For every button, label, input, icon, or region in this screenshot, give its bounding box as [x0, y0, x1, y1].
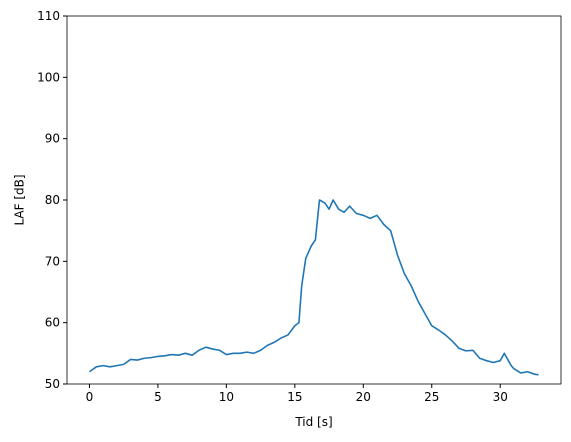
x-tick-label: 15	[287, 390, 302, 404]
x-tick-label: 30	[493, 390, 508, 404]
y-tick-label: 100	[37, 70, 60, 84]
y-tick-label: 50	[45, 377, 60, 391]
x-axis-label: Tid [s]	[294, 415, 332, 429]
y-tick-label: 90	[45, 132, 60, 146]
y-tick-label: 110	[37, 9, 60, 23]
x-tick-label: 5	[154, 390, 162, 404]
x-tick-label: 0	[86, 390, 94, 404]
y-tick-label: 80	[45, 193, 60, 207]
x-tick-label: 25	[424, 390, 439, 404]
data-line	[88, 199, 539, 376]
y-tick-label: 60	[45, 316, 60, 330]
x-tick-label: 10	[219, 390, 234, 404]
y-tick-label: 70	[45, 254, 60, 268]
x-tick-label: 20	[356, 390, 371, 404]
plot-frame	[66, 15, 562, 385]
y-axis-label: LAF [dB]	[13, 174, 27, 225]
